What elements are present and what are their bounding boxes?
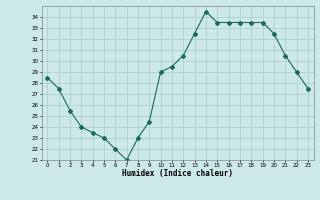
X-axis label: Humidex (Indice chaleur): Humidex (Indice chaleur) [122,169,233,178]
